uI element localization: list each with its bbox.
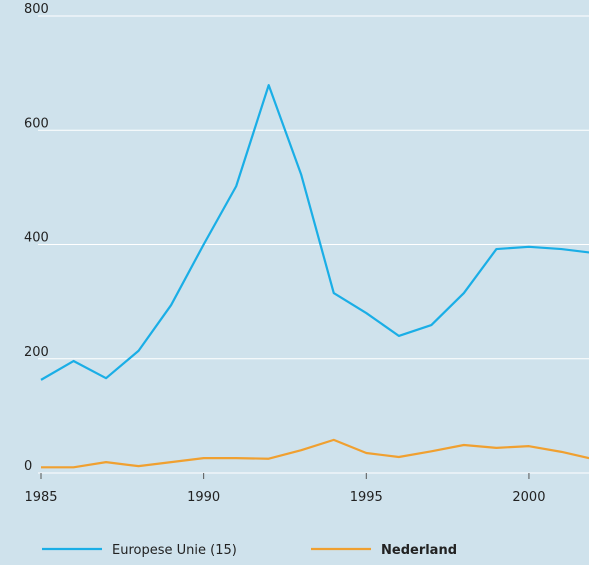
y-tick-label: 200 [24, 345, 49, 360]
y-tick-label: 600 [24, 116, 49, 131]
y-tick-label: 0 [24, 459, 32, 474]
x-tick-label: 1990 [187, 490, 220, 505]
legend-label: Nederland [381, 543, 457, 558]
x-tick-label: 1995 [350, 490, 383, 505]
y-tick-label: 800 [24, 2, 49, 17]
line [41, 438, 589, 469]
x-tick-label: 1985 [24, 490, 57, 505]
legend-label: Europese Unie (15) [112, 543, 237, 558]
line [40, 84, 589, 381]
x-tick-label: 2000 [512, 490, 545, 505]
y-tick-label: 400 [24, 231, 49, 246]
